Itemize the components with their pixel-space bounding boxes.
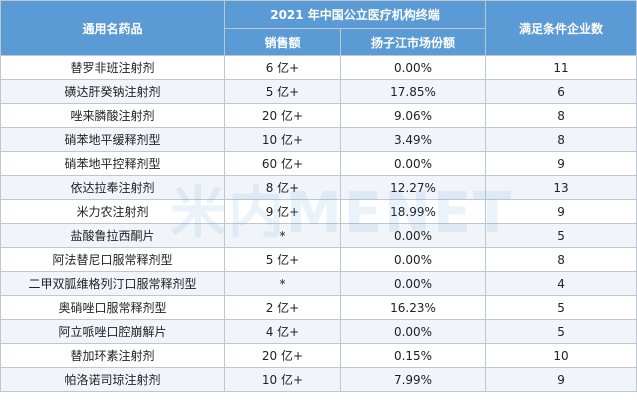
cell-share: 7.99%: [339, 367, 487, 392]
cell-share: 16.23%: [339, 295, 487, 320]
cell-sales: 5 亿+: [224, 247, 341, 272]
table-row: 二甲双胍维格列汀口服常释剂型 * 0.00% 4: [0, 271, 637, 296]
cell-sales: 9 亿+: [224, 199, 341, 224]
table-row: 硝苯地平缓释剂型 10 亿+ 3.49% 8: [0, 127, 637, 152]
cell-name: 米力农注射剂: [0, 199, 225, 224]
cell-firms: 10: [485, 343, 637, 368]
cell-name: 阿法替尼口服常释剂型: [0, 247, 225, 272]
cell-sales: 2 亿+: [224, 295, 341, 320]
cell-firms: 5: [485, 319, 637, 344]
table-row: 磺达肝癸钠注射剂 5 亿+ 17.85% 6: [0, 79, 637, 104]
header-name: 通用名药品: [0, 0, 225, 56]
cell-sales: 8 亿+: [224, 175, 341, 200]
table-row: 阿立哌唑口腔崩解片 4 亿+ 0.00% 5: [0, 319, 637, 344]
cell-name: 唑来膦酸注射剂: [0, 103, 225, 128]
cell-firms: 13: [485, 175, 637, 200]
cell-sales: *: [224, 271, 341, 296]
cell-share: 0.00%: [339, 247, 487, 272]
cell-firms: 5: [485, 295, 637, 320]
cell-sales: 10 亿+: [224, 127, 341, 152]
table-row: 盐酸鲁拉西酮片 * 0.00% 5: [0, 223, 637, 248]
cell-share: 3.49%: [339, 127, 487, 152]
cell-firms: 8: [485, 247, 637, 272]
cell-name: 硝苯地平控释剂型: [0, 151, 225, 176]
cell-sales: 60 亿+: [224, 151, 341, 176]
cell-firms: 11: [485, 55, 637, 80]
cell-firms: 9: [485, 151, 637, 176]
cell-name: 二甲双胍维格列汀口服常释剂型: [0, 271, 225, 296]
table-body: 替罗非班注射剂 6 亿+ 0.00% 11 磺达肝癸钠注射剂 5 亿+ 17.85% 6 唑来膦…: [0, 55, 637, 392]
cell-name: 硝苯地平缓释剂型: [0, 127, 225, 152]
cell-name: 奥硝唑口服常释剂型: [0, 295, 225, 320]
table-row: 阿法替尼口服常释剂型 5 亿+ 0.00% 8: [0, 247, 637, 272]
table-row: 硝苯地平控释剂型 60 亿+ 0.00% 9: [0, 151, 637, 176]
table-row: 唑来膦酸注射剂 20 亿+ 9.06% 8: [0, 103, 637, 128]
drug-table: 通用名药品 2021 年中国公立医疗机构终端 满足条件企业数 销售额 扬子江市场…: [0, 0, 637, 392]
table-row: 奥硝唑口服常释剂型 2 亿+ 16.23% 5: [0, 295, 637, 320]
cell-name: 替罗非班注射剂: [0, 55, 225, 80]
cell-sales: 6 亿+: [224, 55, 341, 80]
cell-name: 阿立哌唑口腔崩解片: [0, 319, 225, 344]
header-group: 2021 年中国公立医疗机构终端: [223, 0, 487, 29]
table-row: 替加环素注射剂 20 亿+ 0.15% 10: [0, 343, 637, 368]
cell-sales: 4 亿+: [224, 319, 341, 344]
header-share: 扬子江市场份额: [339, 28, 487, 56]
cell-share: 0.00%: [339, 55, 487, 80]
table-row: 帕洛诺司琼注射剂 10 亿+ 7.99% 9: [0, 367, 637, 392]
cell-name: 磺达肝癸钠注射剂: [0, 79, 225, 104]
table-row: 替罗非班注射剂 6 亿+ 0.00% 11: [0, 55, 637, 80]
table-row: 依达拉奉注射剂 8 亿+ 12.27% 13: [0, 175, 637, 200]
cell-sales: 20 亿+: [224, 103, 341, 128]
cell-name: 替加环素注射剂: [0, 343, 225, 368]
cell-sales: *: [224, 223, 341, 248]
cell-share: 0.15%: [339, 343, 487, 368]
cell-sales: 5 亿+: [224, 79, 341, 104]
cell-firms: 6: [485, 79, 637, 104]
cell-share: 0.00%: [339, 319, 487, 344]
cell-name: 帕洛诺司琼注射剂: [0, 367, 225, 392]
cell-share: 0.00%: [339, 271, 487, 296]
cell-share: 9.06%: [339, 103, 487, 128]
cell-name: 盐酸鲁拉西酮片: [0, 223, 225, 248]
cell-share: 12.27%: [339, 175, 487, 200]
cell-firms: 8: [485, 127, 637, 152]
cell-firms: 9: [485, 367, 637, 392]
cell-firms: 8: [485, 103, 637, 128]
table-row: 米力农注射剂 9 亿+ 18.99% 9: [0, 199, 637, 224]
cell-firms: 4: [485, 271, 637, 296]
cell-share: 0.00%: [339, 151, 487, 176]
cell-firms: 5: [485, 223, 637, 248]
header-firms: 满足条件企业数: [485, 0, 637, 56]
cell-sales: 10 亿+: [224, 367, 341, 392]
cell-firms: 9: [485, 199, 637, 224]
cell-share: 0.00%: [339, 223, 487, 248]
cell-share: 18.99%: [339, 199, 487, 224]
cell-share: 17.85%: [339, 79, 487, 104]
cell-sales: 20 亿+: [224, 343, 341, 368]
header-sales: 销售额: [224, 28, 341, 56]
cell-name: 依达拉奉注射剂: [0, 175, 225, 200]
